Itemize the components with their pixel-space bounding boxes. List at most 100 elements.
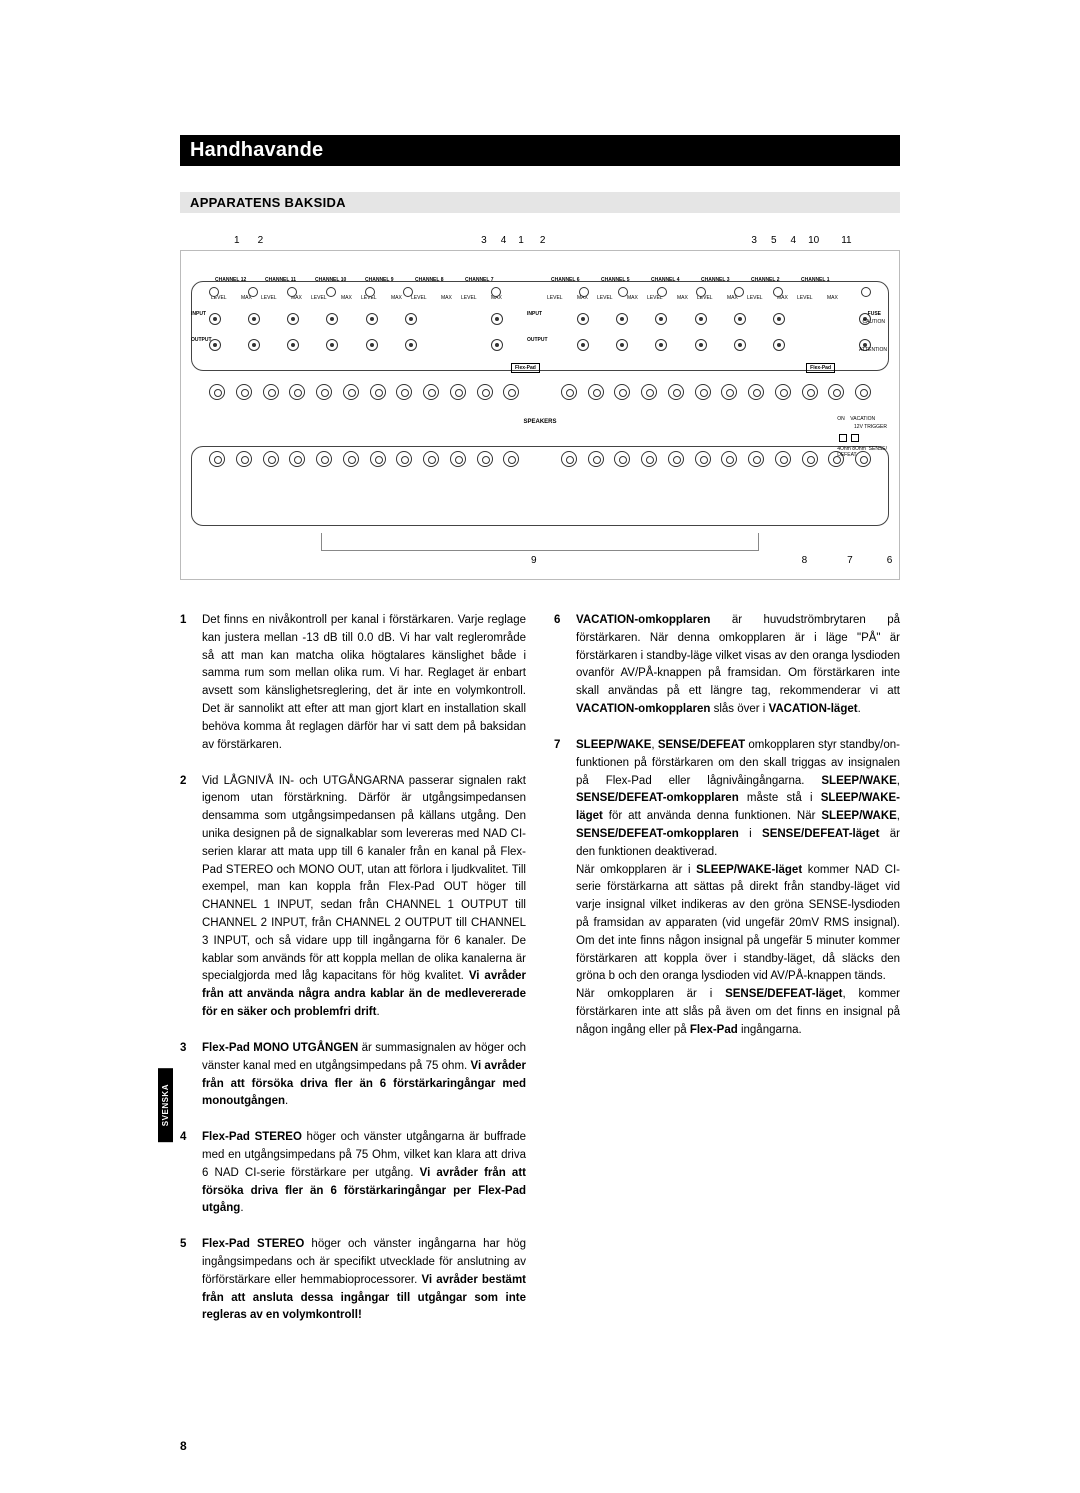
bind-post-icon [423, 451, 439, 467]
bind-post-icon [209, 384, 225, 400]
bind-post-icon [668, 451, 684, 467]
marker: 3 [751, 235, 757, 246]
jack-icon [326, 313, 338, 325]
item-number: 7 [554, 737, 566, 1040]
bind-post-icon [802, 384, 818, 400]
bind-post-icon [236, 451, 252, 467]
list-item: 7SLEEP/WAKE, SENSE/DEFEAT omkopplaren st… [554, 737, 900, 1040]
item-body: Vid LÅGNIVÅ IN- och UTGÅNGARNA passerar … [202, 773, 526, 1022]
diagram-bottom-markers: 9 8 7 6 [181, 555, 899, 566]
diagram-bracket [321, 533, 759, 551]
diagram-top-markers: 1 2 3 4 1 2 3 5 4 10 11 [180, 235, 900, 250]
switch-icon [851, 434, 859, 442]
jack-icon [248, 339, 260, 351]
marker: 4 [501, 235, 507, 246]
bind-post-icon [289, 451, 305, 467]
flexpad-label-left: Flex-Pad [511, 363, 540, 373]
bind-post-icon [316, 451, 332, 467]
list-item: 1Det finns en nivåkontroll per kanal i f… [180, 612, 526, 755]
bind-post-icon [370, 451, 386, 467]
jack-icon [366, 313, 378, 325]
jack-icon [616, 339, 628, 351]
bind-post-icon [370, 384, 386, 400]
bind-post-icon [695, 451, 711, 467]
rear-switches: ON VACATION 12V TRIGGER 4Ohm 8Ohm SENSE/… [837, 416, 887, 458]
vacation-label: VACATION [850, 416, 875, 422]
jack-icon [209, 313, 221, 325]
bind-post-icon [748, 451, 764, 467]
jack-icon [734, 339, 746, 351]
jack-icon [655, 339, 667, 351]
jack-icon [248, 313, 260, 325]
bind-post-icon [423, 384, 439, 400]
marker: 9 [531, 555, 537, 566]
marker: 10 [808, 235, 819, 246]
jack-icon [491, 313, 503, 325]
item-body: VACATION-omkopplaren är huvudströmbrytar… [576, 612, 900, 719]
channel-label: CHANNEL 5 [601, 277, 630, 283]
speaker-post-row-top [209, 384, 871, 400]
left-column: 1Det finns en nivåkontroll per kanal i f… [180, 612, 526, 1343]
bind-post-icon [343, 384, 359, 400]
bind-post-icon [802, 451, 818, 467]
output-jacks-row [209, 339, 871, 351]
bind-post-icon [614, 451, 630, 467]
jack-icon [773, 313, 785, 325]
bind-post-icon [668, 384, 684, 400]
item-number: 4 [180, 1129, 192, 1218]
item-body: Det finns en nivåkontroll per kanal i fö… [202, 612, 526, 755]
knob-icon [403, 287, 413, 297]
bind-post-icon [503, 384, 519, 400]
list-item: 5Flex-Pad STEREO höger och vänster ingån… [180, 1236, 526, 1325]
bind-post-icon [721, 384, 737, 400]
bind-post-icon [721, 451, 737, 467]
bind-post-icon [775, 384, 791, 400]
level-knobs-row [209, 287, 871, 297]
attention-label: ATTENTION [859, 347, 887, 353]
language-tab: SVENSKA [158, 1068, 173, 1142]
knob-icon [248, 287, 258, 297]
knob-icon [734, 287, 744, 297]
list-item: 2Vid LÅGNIVÅ IN- och UTGÅNGARNA passerar… [180, 773, 526, 1022]
bind-post-icon [855, 384, 871, 400]
knob-icon [209, 287, 219, 297]
input-jacks-row [209, 313, 871, 325]
knob-icon [861, 287, 871, 297]
right-column: 6VACATION-omkopplaren är huvudströmbryta… [554, 612, 900, 1343]
bind-post-icon [343, 451, 359, 467]
bind-post-icon [396, 384, 412, 400]
knob-icon [696, 287, 706, 297]
channel-label: CHANNEL 3 [701, 277, 730, 283]
bind-post-icon [263, 384, 279, 400]
input-label: INPUT [191, 311, 206, 317]
marker: 2 [540, 235, 546, 246]
item-number: 2 [180, 773, 192, 1022]
bind-post-icon [641, 384, 657, 400]
jack-icon [577, 313, 589, 325]
bind-post-icon [561, 451, 577, 467]
jack-icon [326, 339, 338, 351]
jack-icon [491, 339, 503, 351]
jack-icon [405, 339, 417, 351]
jack-icon [695, 313, 707, 325]
jack-icon [287, 313, 299, 325]
jack-icon [734, 313, 746, 325]
jack-icon [209, 339, 221, 351]
item-number: 1 [180, 612, 192, 755]
jack-icon [405, 313, 417, 325]
section-title: Handhavande [180, 135, 900, 166]
list-item: 3Flex-Pad MONO UTGÅNGEN är summasignalen… [180, 1040, 526, 1111]
item-body: SLEEP/WAKE, SENSE/DEFEAT omkopplaren sty… [576, 737, 900, 1040]
marker: 7 [847, 555, 853, 566]
channel-label: CHANNEL 4 [651, 277, 680, 283]
bind-post-icon [477, 384, 493, 400]
knob-icon [579, 287, 589, 297]
jack-icon [695, 339, 707, 351]
bind-post-icon [316, 384, 332, 400]
knob-icon [618, 287, 628, 297]
bind-post-icon [641, 451, 657, 467]
item-number: 5 [180, 1236, 192, 1325]
rear-panel-diagram: 1 2 3 4 1 2 3 5 4 10 11 CHANNEL 12LEVELM… [180, 235, 900, 580]
channel-label: CHANNEL 7 [465, 277, 494, 283]
bind-post-icon [477, 451, 493, 467]
